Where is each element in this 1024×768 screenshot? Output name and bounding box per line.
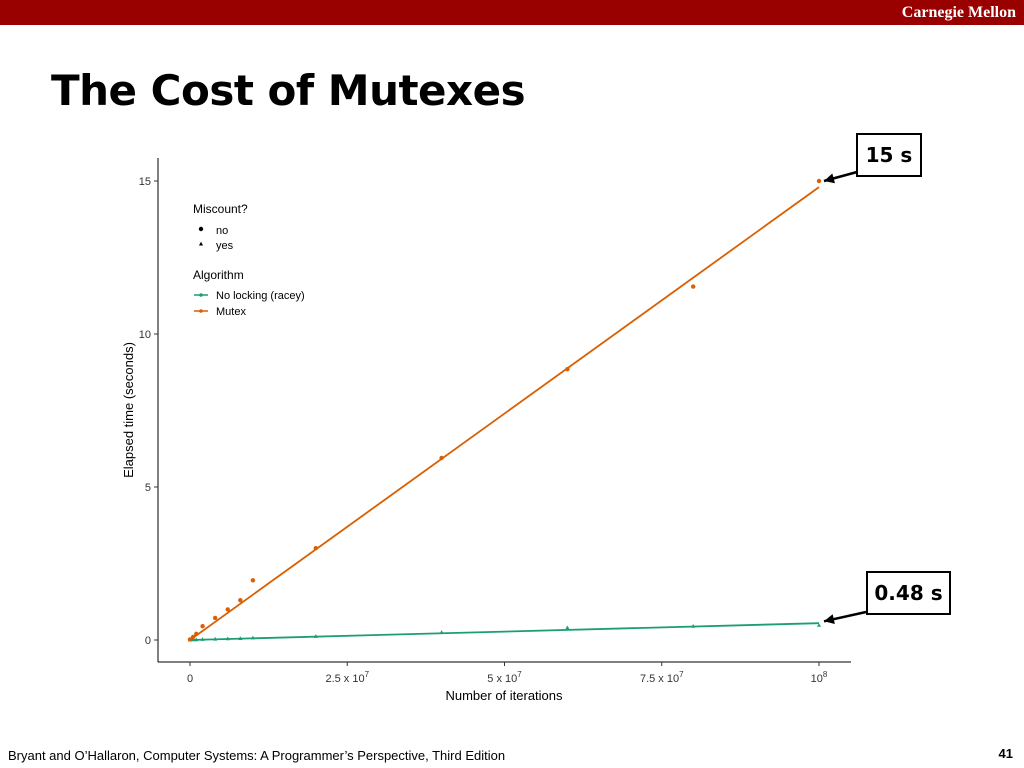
data-point-mutex: [212, 615, 218, 621]
x-tick-exponent: 8: [823, 670, 828, 679]
arrow-to-racey-point-head: [824, 614, 835, 625]
x-tick-base: 0: [187, 673, 193, 685]
data-point-no-locking: [313, 634, 318, 638]
data-point-mutex: [691, 284, 696, 289]
legend-color-key: [199, 309, 203, 313]
footer-citation: Bryant and O’Hallaron, Computer Systems:…: [8, 748, 506, 763]
data-point-mutex: [225, 607, 230, 612]
y-axis-title: Elapsed time (seconds): [121, 342, 136, 478]
legend-color-title: Algorithm: [193, 268, 244, 282]
header-bar: Carnegie Mellon: [0, 0, 1024, 25]
data-point-mutex: [200, 624, 205, 629]
y-tick-label: 15: [139, 176, 151, 188]
data-point-no-locking: [191, 637, 196, 642]
x-tick-exponent: 7: [517, 670, 522, 679]
x-tick-label: 0: [187, 673, 193, 685]
x-axis-title: Number of iterations: [445, 688, 563, 703]
x-tick-label: 2.5 x 107: [325, 670, 369, 685]
data-point-no-locking: [225, 636, 230, 641]
legend-shape-label: no: [216, 225, 228, 237]
data-point-mutex: [439, 455, 444, 461]
x-tick-base: 10: [811, 673, 823, 685]
data-point-no-locking: [565, 625, 570, 630]
data-point-no-locking: [213, 636, 218, 641]
legend-shape-key: [198, 226, 204, 232]
slide-title: The Cost of Mutexes: [51, 66, 526, 115]
page-number: 41: [998, 746, 1013, 761]
legend-shape-title: Miscount?: [193, 202, 248, 216]
data-point-no-locking: [439, 630, 444, 634]
y-tick-label: 0: [145, 635, 151, 647]
x-tick-base: 7.5 x 10: [640, 673, 679, 685]
y-tick-label: 10: [139, 329, 151, 341]
x-tick-base: 2.5 x 10: [325, 673, 364, 685]
data-point-no-locking: [200, 637, 205, 641]
x-tick-base: 5 x 10: [487, 673, 517, 685]
data-point-mutex: [190, 634, 196, 640]
data-point-mutex: [238, 598, 243, 603]
x-tick-label: 7.5 x 107: [640, 670, 684, 685]
data-point-mutex: [194, 631, 199, 637]
legend-series-label: Mutex: [216, 306, 246, 318]
legend-shape-label: yes: [216, 240, 234, 252]
arrow-to-mutex-point-head: [824, 173, 835, 184]
fit-line-mutex: [189, 186, 820, 641]
x-tick-exponent: 7: [679, 670, 684, 679]
callout-mutex-time: 15 s: [856, 133, 922, 177]
x-tick-label: 5 x 107: [487, 670, 522, 685]
data-point-mutex: [250, 578, 256, 583]
data-point-mutex: [187, 637, 193, 642]
y-tick-label: 5: [145, 482, 151, 494]
data-point-mutex: [313, 546, 318, 551]
fit-line-no-locking: [189, 622, 820, 641]
data-point-no-locking: [238, 636, 243, 640]
data-point-no-locking: [691, 623, 696, 628]
callout-racey-time: 0.48 s: [866, 571, 951, 615]
brand-label: Carnegie Mellon: [901, 4, 1016, 21]
legend-color-key: [199, 293, 203, 297]
legend-series-label: No locking (racey): [216, 290, 305, 302]
data-point-mutex: [565, 366, 570, 372]
data-point-no-locking: [250, 635, 255, 640]
x-tick-exponent: 7: [365, 670, 370, 679]
x-tick-label: 108: [811, 670, 828, 685]
data-point-no-locking: [194, 637, 199, 642]
data-point-no-locking: [816, 623, 822, 627]
legend-shape-key: [198, 241, 204, 246]
data-point-mutex: [816, 178, 822, 184]
